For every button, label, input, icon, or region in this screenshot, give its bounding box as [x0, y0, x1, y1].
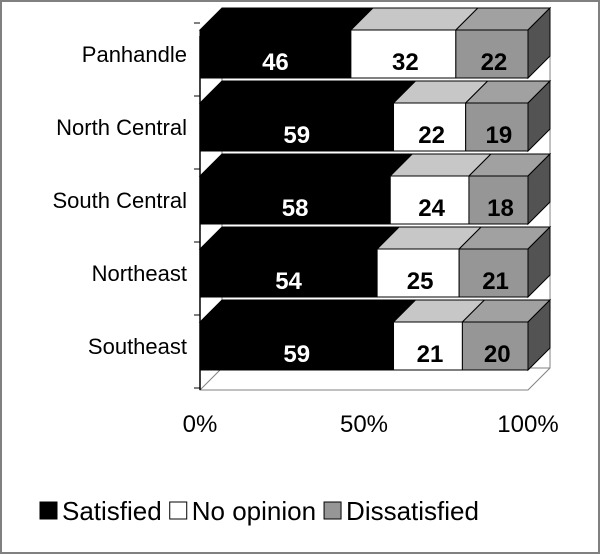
bar-dissatisfied: [461, 321, 529, 371]
data-label-satisfied: 59: [283, 122, 310, 149]
category-label: Northeast: [92, 261, 187, 286]
data-label-no-opinion: 25: [407, 268, 434, 295]
bar-dissatisfied: [468, 175, 529, 225]
x-axis-ticks: 0% 50% 100%: [183, 411, 559, 438]
category-label: North Central: [56, 115, 187, 140]
category-label: South Central: [52, 188, 187, 213]
legend-label-dissatisfied: Dissatisfied: [346, 496, 479, 526]
category-labels: Panhandle North Central South Central North…: [52, 42, 187, 359]
data-label-dissatisfied: 21: [482, 268, 509, 295]
data-label-no-opinion: 32: [392, 49, 419, 76]
data-label-satisfied: 46: [262, 49, 289, 76]
bar-top-satisfied: [198, 80, 417, 104]
data-label-no-opinion: 21: [417, 341, 444, 368]
bar-top-satisfied: [198, 226, 401, 250]
data-label-dissatisfied: 19: [485, 122, 512, 149]
bar-no-opinion: [376, 248, 460, 298]
bar-no-opinion: [393, 102, 467, 152]
data-label-no-opinion: 22: [418, 122, 445, 149]
data-label-dissatisfied: 20: [484, 341, 511, 368]
legend-swatch-no-opinion: [169, 501, 188, 520]
data-label-satisfied: 59: [283, 341, 310, 368]
bar-satisfied: [199, 248, 378, 298]
category-label: Southeast: [88, 334, 187, 359]
category-label: Panhandle: [82, 42, 187, 67]
bar-satisfied: [199, 175, 391, 225]
bar-dissatisfied: [465, 102, 529, 152]
bar-satisfied: [199, 321, 395, 371]
data-label-satisfied: 58: [282, 195, 309, 222]
legend-label-no-opinion: No opinion: [192, 496, 316, 526]
bar-top-satisfied: [198, 153, 414, 177]
bar-satisfied: [199, 29, 352, 79]
bar-no-opinion: [350, 29, 457, 79]
x-tick-label: 100%: [497, 411, 558, 438]
bar-top-satisfied: [198, 7, 375, 31]
data-label-dissatisfied: 22: [481, 49, 508, 76]
data-label-no-opinion: 24: [418, 195, 445, 222]
bars-group: 46 32 22 59 22 19 58 24 18 54 25 21 59 21 20: [198, 6, 552, 372]
floor-left-edge: [199, 367, 223, 391]
bar-no-opinion: [393, 321, 463, 371]
legend-label-satisfied: Satisfied: [62, 496, 162, 526]
bar-dissatisfied: [455, 29, 529, 79]
legend: Satisfied No opinion Dissatisfied: [39, 496, 479, 526]
data-label-satisfied: 54: [275, 268, 302, 295]
x-tick-label: 0%: [183, 411, 218, 438]
x-tick-label: 50%: [340, 411, 388, 438]
data-label-dissatisfied: 18: [487, 195, 514, 222]
legend-swatch-satisfied: [39, 501, 58, 520]
bar-dissatisfied: [458, 248, 529, 298]
legend-swatch-dissatisfied: [323, 501, 342, 520]
bar-top-satisfied: [198, 299, 417, 323]
